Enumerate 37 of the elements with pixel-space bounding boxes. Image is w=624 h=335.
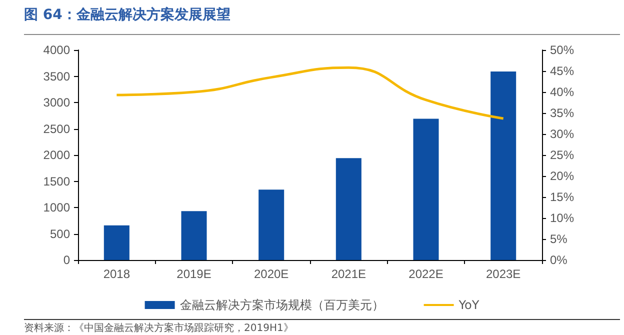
x-tick-label: 2023E (486, 267, 521, 281)
bar (336, 158, 362, 260)
y2-tick-label: 40% (550, 85, 574, 99)
y2-tick-label: 30% (550, 127, 574, 141)
y-tick-label: 3500 (43, 69, 70, 84)
y-tick-label: 2000 (43, 148, 70, 162)
y2-tick-label: 20% (550, 169, 574, 183)
chart-title: 图 64：金融云解决方案发展展望 (24, 6, 230, 24)
y-tick-label: 1500 (43, 174, 70, 188)
x-tick-label: 2020E (254, 267, 289, 281)
y2-tick-label: 50% (550, 43, 574, 57)
line-series (115, 66, 505, 120)
y2-tick-label: 0% (550, 253, 568, 267)
bar (104, 225, 130, 260)
text: 资料来源：《中国金融云解决方案市场跟踪研究，2019H1》 (24, 322, 294, 335)
y-tick-label: 1000 (43, 200, 70, 214)
y-tick-label: 500 (50, 226, 70, 241)
y2-tick-label: 45% (550, 64, 574, 78)
legend-label: 金融云解决方案市场规模（百万美元） (180, 298, 384, 312)
y2-tick-label: 25% (550, 148, 574, 162)
y-tick-label: 2500 (43, 122, 70, 136)
x-tick-label: 2019E (176, 267, 212, 281)
y2-tick-label: 5% (550, 232, 568, 246)
y2-tick-label: 15% (550, 190, 574, 204)
bar (258, 190, 284, 260)
y-tick-label: 4000 (43, 43, 70, 57)
bar (490, 72, 516, 260)
y2-tick-label: 10% (550, 211, 574, 225)
y2-tick-label: 35% (550, 106, 574, 120)
x-tick-label: 2022E (408, 267, 444, 281)
bar (181, 211, 207, 260)
y-tick-label: 3000 (43, 96, 70, 110)
y-tick-label: 0 (63, 253, 70, 267)
legend-label: YoY (458, 298, 480, 312)
x-tick-label: 2021E (331, 267, 366, 281)
x-tick-label: 2018 (103, 267, 130, 281)
bar (413, 118, 439, 260)
